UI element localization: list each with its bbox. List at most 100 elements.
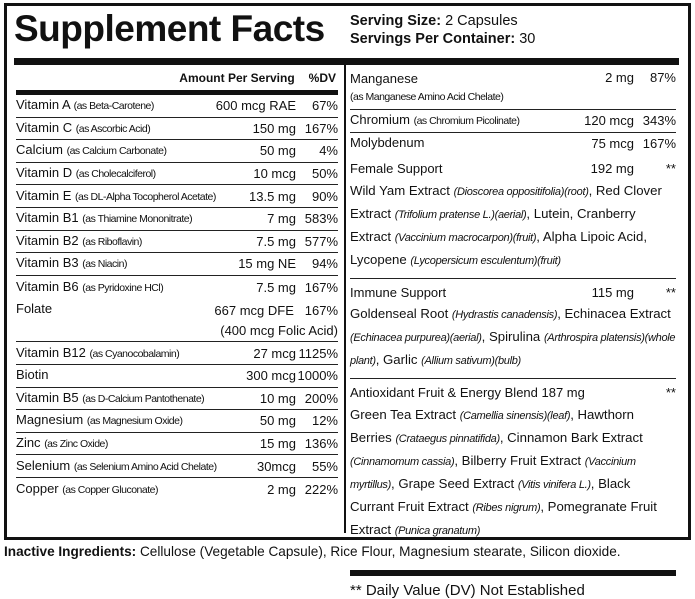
- table-row: Vitamin B1 (as Thiamine Mononitrate) 7 mg…: [16, 208, 338, 231]
- nutrient-dv: 577%: [304, 233, 338, 249]
- nutrient-name: Chromium (as Chromium Picolinate): [350, 112, 520, 128]
- table-row: Vitamin C (as Ascorbic Acid) 150 mg 167%: [16, 118, 338, 141]
- nutrient-name: Vitamin D (as Cholecalciferol): [16, 165, 156, 181]
- nutrient-dv: 136%: [304, 436, 338, 452]
- nutrient-source: (as Cholecalciferol): [75, 168, 156, 181]
- table-header: Amount Per Serving %DV: [16, 66, 338, 90]
- table-row-manganese: Manganese (as Manganese Amino Acid Chelat…: [350, 66, 676, 110]
- divider-thick: [14, 58, 679, 65]
- nutrient-source: (as Copper Gluconate): [62, 483, 158, 496]
- nutrient-dv: 222%: [304, 481, 338, 497]
- nutrient-amount: 75 mcg: [591, 136, 634, 152]
- nutrient-source: (as Zinc Oxide): [44, 438, 108, 451]
- nutrient-source: (as Chromium Picolinate): [413, 115, 520, 128]
- blend-section: Antioxidant Fruit & Energy Blend 187 mg *…: [350, 379, 676, 548]
- inactive-text: Cellulose (Vegetable Capsule), Rice Flou…: [136, 544, 621, 559]
- blend-name: Female Support: [350, 160, 443, 176]
- right-column: Manganese (as Manganese Amino Acid Chelat…: [350, 66, 676, 599]
- blend-dv: **: [665, 284, 676, 300]
- blend-dv: **: [665, 385, 676, 401]
- nutrient-name: Vitamin A (as Beta-Carotene): [16, 97, 155, 113]
- nutrient-name: Molybdenum: [350, 135, 425, 151]
- nutrient-dv: 94%: [311, 256, 338, 272]
- blend-amount: 192 mg: [590, 160, 634, 176]
- nutrient-amount: 15 mg NE: [238, 256, 296, 272]
- nutrient-source: (as D-Calcium Pantothenate): [82, 392, 205, 405]
- table-row: Vitamin B2 (as Riboflavin) 7.5 mg 577%: [16, 231, 338, 254]
- blend-name: Antioxidant Fruit & Energy Blend 187 mg: [350, 385, 585, 401]
- nutrient-amount: 120 mcg: [584, 113, 634, 129]
- nutrient-dv: 167%: [304, 303, 338, 319]
- table-row: Vitamin B12 (as Cyanocobalamin) 27 mcg 112…: [16, 342, 338, 365]
- nutrient-name: Vitamin B6 (as Pyridoxine HCl): [16, 278, 164, 294]
- nutrient-dv: 167%: [304, 120, 338, 136]
- nutrient-amount: 150 mg: [252, 120, 296, 136]
- table-row-folate: Folate 667 mcg DFE 167% (400 mcg Folic A…: [16, 298, 338, 343]
- folic-acid-amount: (400 mcg Folic Acid): [220, 323, 338, 339]
- column-divider: [344, 65, 346, 533]
- nutrient-name: Biotin: [16, 367, 49, 383]
- nutrient-amount: 10 mcg: [253, 166, 296, 182]
- nutrient-dv: 50%: [311, 166, 338, 182]
- nutrient-amount: 13.5 mg: [249, 188, 296, 204]
- nutrient-name: Copper (as Copper Gluconate): [16, 480, 158, 496]
- nutrient-amount: 27 mcg: [253, 345, 296, 361]
- nutrient-name: Zinc (as Zinc Oxide): [16, 435, 108, 451]
- nutrient-source: (as Beta-Carotene): [73, 100, 155, 113]
- blend-row: Immune Support 115 mg **: [350, 281, 676, 304]
- table-row: Zinc (as Zinc Oxide) 15 mg 136%: [16, 433, 338, 456]
- table-row: Vitamin D (as Cholecalciferol) 10 mcg 50%: [16, 163, 338, 186]
- label-frame: [4, 3, 691, 540]
- nutrient-dv: 12%: [311, 413, 338, 429]
- table-row: Vitamin A (as Beta-Carotene) 600 mcg RAE 6…: [16, 95, 338, 118]
- table-row: Vitamin E (as DL-Alpha Tocopherol Acetat…: [16, 185, 338, 208]
- table-row: Vitamin B5 (as D-Calcium Pantothenate) 10…: [16, 388, 338, 411]
- nutrient-source: (as DL-Alpha Tocopherol Acetate): [75, 190, 216, 203]
- dv-header: %DV: [308, 71, 336, 85]
- nutrient-amount: 15 mg: [259, 436, 296, 452]
- divider-thick: [16, 90, 338, 95]
- blend-dv: **: [665, 160, 676, 176]
- nutrient-amount: 667 mcg DFE: [214, 303, 294, 319]
- table-row: Vitamin B6 (as Pyridoxine HCl) 7.5 mg 167%: [16, 276, 338, 299]
- nutrient-amount: 2 mg: [605, 70, 634, 85]
- blend-section: Immune Support 115 mg ** Goldenseal Root (H…: [350, 279, 676, 380]
- nutrient-name: Folate: [16, 301, 53, 317]
- label-title: Supplement Facts: [14, 8, 325, 49]
- blend-row: Female Support 192 mg **: [350, 157, 676, 180]
- nutrient-amount: 50 mg: [259, 413, 296, 429]
- nutrient-dv: 55%: [311, 458, 338, 474]
- nutrient-source: (as Riboflavin): [82, 235, 142, 248]
- inactive-ingredients: Inactive Ingredients: Cellulose (Vegetab…: [4, 544, 621, 559]
- nutrient-dv: 1000%: [297, 368, 338, 384]
- table-row: Biotin 300 mcg 1000%: [16, 365, 338, 388]
- blend-row: Antioxidant Fruit & Energy Blend 187 mg *…: [350, 381, 676, 404]
- nutrient-amount: 7.5 mg: [256, 279, 296, 295]
- nutrient-name: Vitamin B12 (as Cyanocobalamin): [16, 344, 180, 360]
- nutrient-source: (as Thiamine Mononitrate): [82, 213, 193, 226]
- nutrient-amount: 7.5 mg: [256, 233, 296, 249]
- footnote: ** Daily Value (DV) Not Established: [350, 581, 585, 599]
- table-row: Calcium (as Calcium Carbonate) 50 mg 4%: [16, 140, 338, 163]
- nutrient-amount: 30mcg: [256, 458, 296, 474]
- blend-section: Female Support 192 mg ** Wild Yam Extract (…: [350, 155, 676, 279]
- nutrient-source: (as Cyanocobalamin): [89, 347, 180, 360]
- nutrient-name: Calcium (as Calcium Carbonate): [16, 142, 167, 158]
- servings-per-container-value: 30: [519, 31, 536, 47]
- nutrient-name: Vitamin B3 (as Niacin): [16, 255, 127, 271]
- nutrient-dv: 583%: [304, 211, 338, 227]
- left-column: Amount Per Serving %DV Vitamin A (as Bet…: [16, 66, 338, 501]
- nutrient-dv: 1125%: [298, 345, 338, 361]
- serving-info: Serving Size: 2 Capsules Servings Per Co…: [350, 12, 535, 48]
- serving-size-label: Serving Size:: [350, 13, 442, 29]
- nutrient-amount: 600 mcg RAE: [215, 98, 296, 114]
- nutrient-source: (as Calcium Carbonate): [66, 145, 167, 158]
- nutrient-dv: 167%: [642, 136, 676, 152]
- nutrient-source: (as Magnesium Oxide): [86, 415, 183, 428]
- nutrient-name: Magnesium (as Magnesium Oxide): [16, 412, 183, 428]
- inactive-label: Inactive Ingredients:: [4, 544, 137, 559]
- nutrient-amount: 10 mg: [259, 390, 296, 406]
- nutrient-name: Vitamin B2 (as Riboflavin): [16, 232, 142, 248]
- nutrient-source: (as Manganese Amino Acid Chelate): [350, 91, 504, 103]
- nutrient-dv: 167%: [304, 279, 338, 295]
